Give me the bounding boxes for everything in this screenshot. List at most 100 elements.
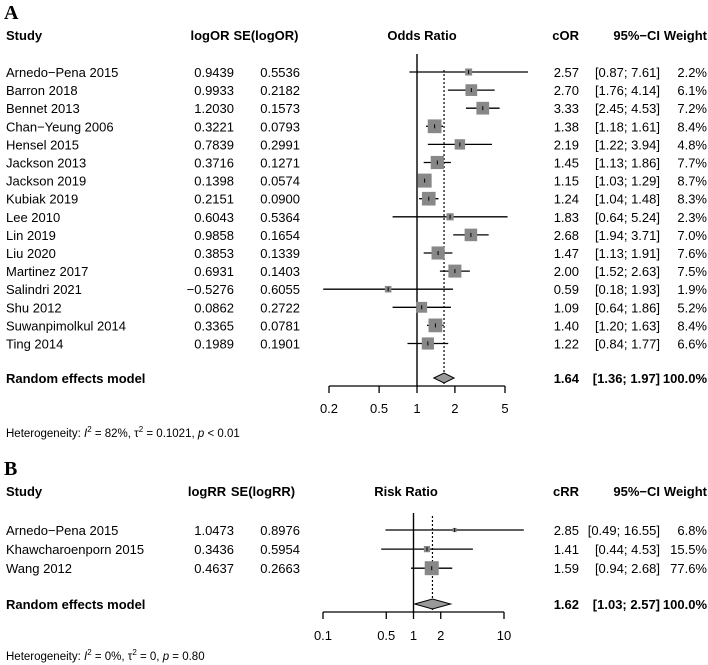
study-se: 0.1271	[260, 156, 300, 171]
study-row: Hensel 2015 0.7839 0.2991 2.19 [1.22; 3.94] 4…	[6, 137, 707, 152]
pooled-weight: 100.0%	[663, 597, 708, 612]
study-ratio: 2.19	[554, 137, 579, 152]
study-name: Chan−Yeung 2006	[6, 119, 114, 134]
study-estimate: 0.3365	[194, 318, 234, 333]
panel-label: B	[4, 458, 17, 480]
axis-tick-label: 10	[497, 628, 511, 643]
study-estimate: 0.6931	[194, 264, 234, 279]
study-weight: 8.4%	[677, 119, 707, 134]
study-ci: [1.22; 3.94]	[595, 137, 660, 152]
study-estimate: 0.9439	[194, 65, 234, 80]
study-name: Khawcharoenporn 2015	[6, 542, 144, 557]
study-weight: 2.3%	[677, 210, 707, 225]
study-row: Salindri 2021 −0.5276 0.6055 0.59 [0.18; 1.9…	[6, 282, 707, 297]
study-ci: [0.64; 5.24]	[595, 210, 660, 225]
pooled-ratio: 1.62	[554, 597, 579, 612]
study-estimate: 0.3716	[194, 156, 234, 171]
study-ratio: 1.40	[554, 318, 579, 333]
study-se: 0.1339	[260, 246, 300, 261]
pooled-ci: [1.36; 1.97]	[593, 371, 660, 386]
study-se: 0.2663	[260, 561, 300, 576]
study-se: 0.5954	[260, 542, 300, 557]
study-estimate: 0.0862	[194, 300, 234, 315]
study-ci: [2.45; 4.53]	[595, 101, 660, 116]
study-estimate: 0.7839	[194, 137, 234, 152]
panel-label: A	[4, 2, 19, 24]
study-ci: [1.76; 4.14]	[595, 83, 660, 98]
pooled-row: Random effects model 1.64 [1.36; 1.97] 100.…	[6, 371, 707, 386]
study-estimate: 0.2151	[194, 192, 234, 207]
study-row: Arnedo−Pena 2015 1.0473 0.8976 2.85 [0.49; 1…	[6, 523, 707, 538]
header-ci: 95%−CI	[613, 28, 660, 43]
pooled-diamond	[412, 598, 453, 610]
pooled-ci: [1.03; 2.57]	[593, 597, 660, 612]
study-ratio: 0.59	[554, 282, 579, 297]
study-name: Arnedo−Pena 2015	[6, 65, 118, 80]
study-weight: 5.2%	[677, 300, 707, 315]
header-estimate: logOR	[191, 28, 231, 43]
study-se: 0.5536	[260, 65, 300, 80]
study-ci: [1.20; 1.63]	[595, 318, 660, 333]
study-row: Jackson 2019 0.1398 0.0574 1.15 [1.03; 1.29]…	[6, 173, 707, 189]
header-se: SE(logRR)	[231, 484, 295, 499]
study-name: Arnedo−Pena 2015	[6, 523, 118, 538]
study-weight: 77.6%	[670, 561, 707, 576]
study-weight: 7.2%	[677, 101, 707, 116]
study-estimate: 0.3853	[194, 246, 234, 261]
heterogeneity-text: Heterogeneity: I2 = 82%, τ2 = 0.1021, p …	[6, 425, 240, 440]
axis-tick-label: 2	[451, 401, 458, 416]
header-ci: 95%−CI	[613, 484, 660, 499]
header-estimate: logRR	[188, 484, 227, 499]
study-weight: 7.0%	[677, 228, 707, 243]
study-ratio: 2.85	[554, 523, 579, 538]
study-weight: 7.7%	[677, 156, 707, 171]
study-row: Kubiak 2019 0.2151 0.0900 1.24 [1.04; 1.48] 8…	[6, 192, 707, 207]
study-se: 0.0793	[260, 119, 300, 134]
study-ci: [1.94; 3.71]	[595, 228, 660, 243]
heterogeneity-text: Heterogeneity: I2 = 0%, τ2 = 0, p = 0.80	[6, 648, 205, 663]
study-weight: 1.9%	[677, 282, 707, 297]
study-ratio: 2.70	[554, 83, 579, 98]
header-ratio: cOR	[552, 28, 579, 43]
study-se: 0.2182	[260, 83, 300, 98]
study-ratio: 1.47	[554, 246, 579, 261]
study-weight: 4.8%	[677, 137, 707, 152]
study-se: 0.1901	[260, 337, 300, 352]
study-name: Suwanpimolkul 2014	[6, 318, 126, 333]
header-study: Study	[6, 484, 43, 499]
study-row: Suwanpimolkul 2014 0.3365 0.0781 1.40 [1.20;…	[6, 318, 707, 333]
study-estimate: 0.3436	[194, 542, 234, 557]
study-ci: [1.03; 1.29]	[595, 174, 660, 189]
study-ratio: 1.22	[554, 337, 579, 352]
header-se: SE(logOR)	[234, 28, 299, 43]
study-row: Chan−Yeung 2006 0.3221 0.0793 1.38 [1.18; 1.…	[6, 119, 707, 134]
study-row: Khawcharoenporn 2015 0.3436 0.5954 1.41 [0.4…	[6, 542, 707, 557]
study-ci: [0.84; 1.77]	[595, 337, 660, 352]
axis-tick-label: 5	[501, 401, 508, 416]
header-plot: Risk Ratio	[374, 484, 438, 499]
x-axis: 0.2 0.5 1 2 5	[320, 385, 509, 416]
pooled-row: Random effects model 1.62 [1.03; 2.57] 100.…	[6, 597, 707, 612]
study-row: Barron 2018 0.9933 0.2182 2.70 [1.76; 4.14] 6…	[6, 83, 707, 98]
study-ci: [1.04; 1.48]	[595, 192, 660, 207]
study-se: 0.6055	[260, 282, 300, 297]
study-name: Wang 2012	[6, 561, 72, 576]
axis-tick-label: 0.1	[314, 628, 332, 643]
study-row: Liu 2020 0.3853 0.1339 1.47 [1.13; 1.91] 7.6%	[6, 246, 707, 261]
axis-tick-label: 1	[413, 401, 420, 416]
pooled-weight: 100.0%	[663, 371, 708, 386]
forest-panel-a: A Study logOR SE(logOR) Odds Ratio cOR 95%−CI W…	[4, 2, 708, 440]
study-ratio: 1.45	[554, 156, 579, 171]
study-se: 0.1573	[260, 101, 300, 116]
study-estimate: 0.1989	[194, 337, 234, 352]
study-se: 0.5364	[260, 210, 300, 225]
study-name: Lee 2010	[6, 210, 60, 225]
study-ratio: 1.38	[554, 119, 579, 134]
axis-tick-label: 0.5	[370, 401, 388, 416]
study-ratio: 2.68	[554, 228, 579, 243]
pooled-diamond	[432, 372, 456, 384]
study-weight: 6.1%	[677, 83, 707, 98]
study-ci: [1.13; 1.86]	[595, 156, 660, 171]
study-estimate: 1.0473	[194, 523, 234, 538]
study-estimate: 0.1398	[194, 174, 234, 189]
